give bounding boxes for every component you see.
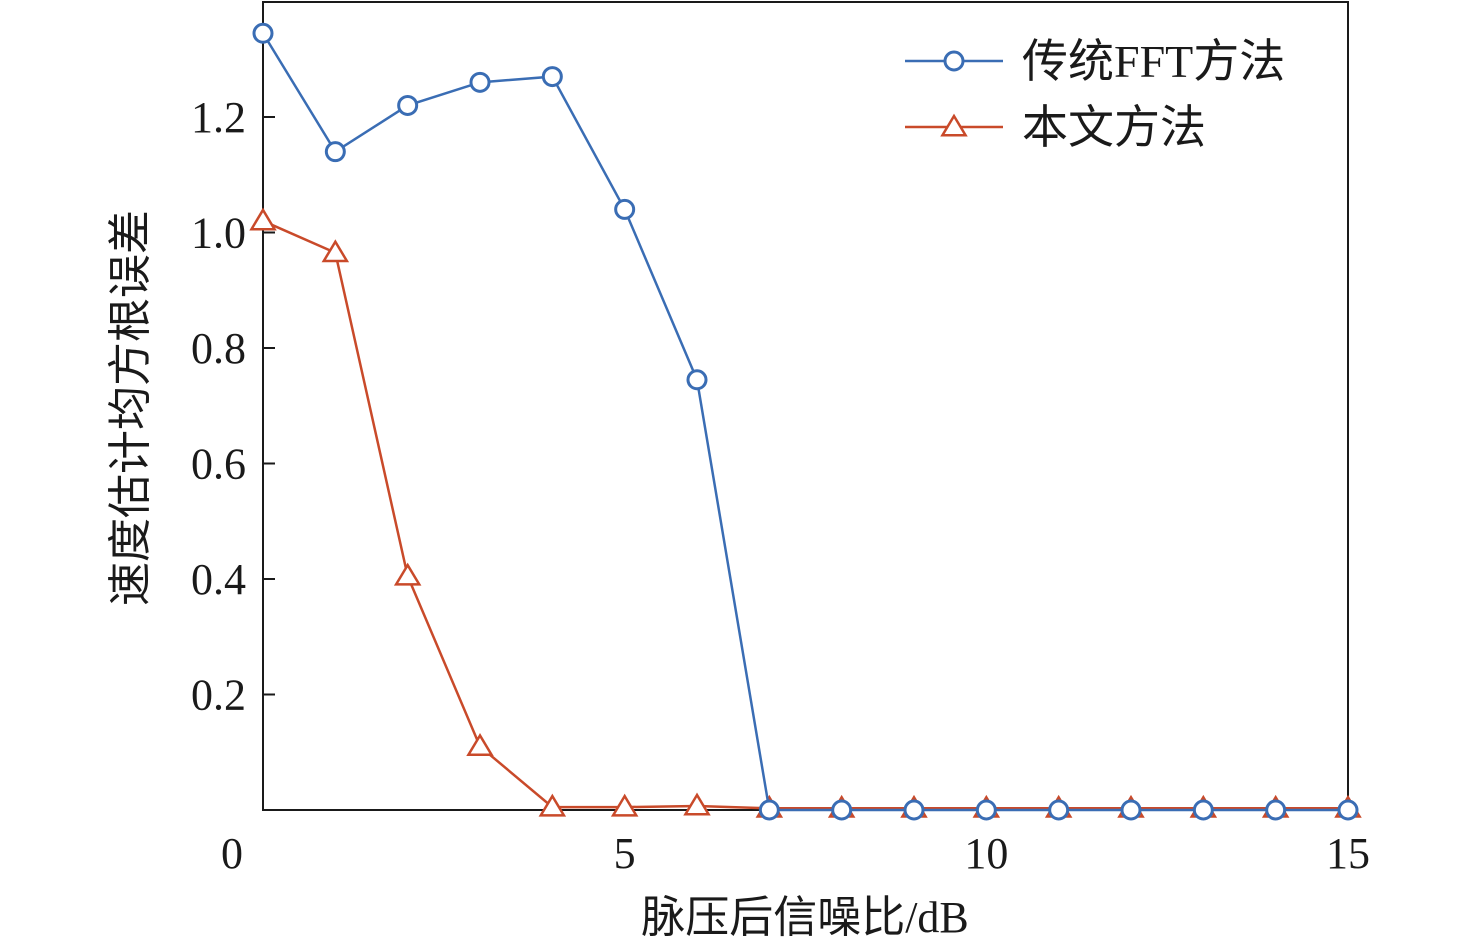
data-point xyxy=(1120,799,1142,821)
series-line xyxy=(262,219,1348,810)
legend-label: 本文方法 xyxy=(1022,102,1206,153)
data-point xyxy=(321,239,350,263)
data-point xyxy=(538,793,567,817)
x-tick-label: 15 xyxy=(1326,829,1370,878)
y-axis-label: 速度估计均方根误差 xyxy=(106,210,155,606)
legend-marker xyxy=(940,113,968,137)
series-proposed xyxy=(249,207,1362,818)
data-point xyxy=(466,733,494,756)
data-point xyxy=(610,793,639,817)
y-tick-label: 0.8 xyxy=(191,324,246,373)
y-tick-label: 0.6 xyxy=(191,440,246,489)
y-tick-label: 1.0 xyxy=(191,209,246,258)
data-point xyxy=(324,141,346,163)
data-point xyxy=(683,792,711,816)
data-point xyxy=(541,66,563,88)
data-point xyxy=(1048,799,1070,821)
y-tick-label: 1.2 xyxy=(191,93,246,142)
origin-label: 0 xyxy=(221,829,243,878)
data-point xyxy=(758,799,780,821)
data-point xyxy=(1337,799,1359,821)
data-point xyxy=(397,94,419,116)
series-line xyxy=(261,32,1348,812)
data-point xyxy=(393,562,422,586)
x-tick-label: 10 xyxy=(964,829,1008,878)
data-point xyxy=(975,799,997,821)
data-point xyxy=(469,71,491,93)
y-tick-label: 0.4 xyxy=(191,555,246,604)
data-point xyxy=(614,198,636,220)
data-point xyxy=(831,799,853,821)
data-point xyxy=(1192,799,1214,821)
legend-label: 传统FFT方法 xyxy=(1022,36,1285,87)
data-point xyxy=(686,369,708,391)
legend-marker xyxy=(943,50,965,72)
data-point xyxy=(252,22,274,44)
data-point xyxy=(903,799,925,821)
y-tick-label: 0.2 xyxy=(191,671,246,720)
series-fft xyxy=(252,22,1359,821)
data-point xyxy=(1265,799,1287,821)
x-tick-label: 5 xyxy=(614,829,636,878)
data-point xyxy=(249,207,277,231)
x-axis-label: 脉压后信噪比/dB xyxy=(641,893,969,942)
